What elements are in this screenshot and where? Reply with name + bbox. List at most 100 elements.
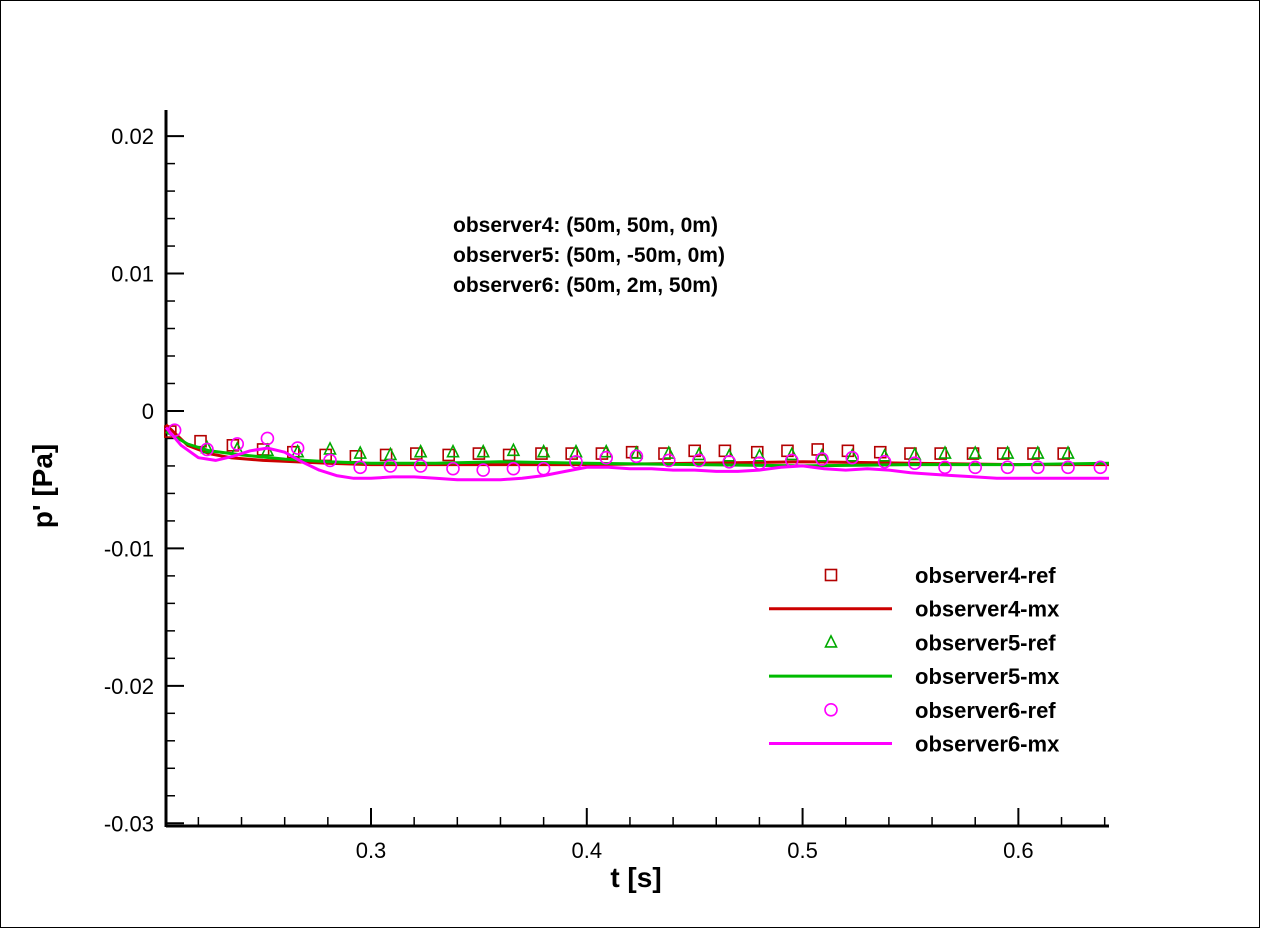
data-point-observer6-ref: [200, 442, 214, 457]
series-layer: [164, 423, 1110, 482]
y-axis-title: p' [Pa]: [27, 444, 58, 528]
data-point-observer5-ref: [845, 448, 860, 462]
data-point-observer6-ref: [230, 437, 245, 451]
plot-area: [164, 110, 1109, 828]
x-tick-label: 0.5: [787, 838, 818, 863]
data-point-observer4-ref: [1057, 447, 1070, 460]
data-point-observer5-ref: [722, 448, 737, 462]
data-point-observer6-ref: [629, 449, 644, 464]
data-point-observer5-ref: [413, 443, 428, 458]
x-ticks: 0.3 0.4 0.5 0.6: [197, 808, 1106, 863]
data-point-observer6-ref: [290, 441, 305, 455]
data-point-observer4-ref: [996, 447, 1010, 460]
data-point-observer6-ref: [938, 460, 952, 475]
data-point-observer6-ref: [260, 431, 275, 446]
legend-label: observer5-ref: [915, 630, 1056, 655]
data-point-observer6-ref: [1061, 460, 1075, 475]
data-point-observer6-ref: [877, 455, 892, 469]
annotation-block: observer4: (50m, 50m, 0m) observer5: (50…: [453, 214, 725, 297]
data-point-observer5-ref: [815, 448, 829, 462]
data-point-observer5-ref: [290, 443, 305, 458]
y-ticks: 0.02 0.01 0 -0.01 -0.02 -0.03: [104, 124, 184, 836]
legend: observer4-ref observer4-mx observer5-ref ob…: [769, 563, 1060, 757]
data-point-observer6-ref: [661, 453, 676, 468]
data-point-observer5-ref: [907, 446, 922, 461]
data-point-observer5-ref: [1061, 445, 1075, 459]
data-point-observer4-ref: [410, 447, 423, 460]
data-point-observer5-ref: [692, 446, 706, 461]
data-point-observer5-ref: [569, 443, 583, 458]
data-point-observer5-ref: [536, 443, 551, 458]
data-point-observer6-ref: [506, 461, 521, 476]
data-point-observer6-ref: [968, 460, 983, 475]
data-point-observer5-ref: [1030, 445, 1045, 459]
legend-label: observer6-mx: [915, 732, 1060, 757]
x-tick-label: 0.6: [1003, 838, 1034, 863]
data-point-observer5-ref: [784, 446, 799, 461]
data-point-observer4-ref: [934, 447, 947, 460]
data-point-observer5-ref: [200, 439, 214, 454]
data-point-observer6-ref: [446, 461, 460, 476]
data-point-observer6-ref: [1000, 460, 1015, 475]
data-point-observer6-ref: [569, 455, 583, 469]
legend-entry-observer4-ref: observer4-ref: [824, 563, 1056, 588]
data-point-observer6-ref: [353, 460, 368, 475]
legend-entry-observer5-ref: observer5-ref: [824, 630, 1056, 655]
y-tick-label: -0.03: [104, 811, 154, 836]
data-point-observer4-ref: [472, 447, 486, 460]
data-point-observer5-ref: [506, 442, 521, 457]
series-observer6-mx: [164, 426, 1109, 482]
legend-label: observer5-mx: [915, 664, 1060, 689]
data-point-observer5-ref: [968, 445, 983, 459]
data-point-observer6-ref: [1093, 460, 1108, 475]
data-point-observer6-ref: [323, 453, 337, 468]
data-point-observer5-ref: [476, 443, 491, 458]
data-point-observer5-ref: [752, 448, 767, 462]
series-observer6-ref: [167, 423, 1108, 477]
data-point-observer4-ref: [442, 448, 455, 462]
data-point-observer5-ref: [877, 448, 892, 462]
y-tick-label: 0.02: [111, 124, 154, 149]
x-axis-title: t [s]: [610, 862, 661, 893]
data-point-observer6-ref: [599, 450, 614, 465]
y-tick-label: -0.02: [104, 674, 154, 699]
data-point-observer5-ref: [1000, 445, 1015, 459]
x-tick-label: 0.3: [356, 838, 387, 863]
data-point-observer5-ref: [353, 445, 368, 459]
data-point-observer5-ref: [599, 443, 614, 458]
data-point-observer6-ref: [815, 452, 829, 466]
data-point-observer5-ref: [629, 445, 644, 459]
data-point-observer6-ref: [413, 459, 428, 473]
data-point-observer6-ref: [383, 459, 398, 473]
y-tick-label: 0: [142, 399, 154, 424]
data-point-observer6-ref: [845, 450, 860, 465]
data-point-observer5-ref: [446, 443, 460, 458]
legend-entry-observer6-ref: observer6-ref: [824, 698, 1056, 723]
data-point-observer4-ref: [595, 447, 609, 460]
legend-entry-observer6-mx: observer6-mx: [769, 732, 1060, 757]
legend-label: observer4-ref: [915, 563, 1056, 588]
legend-entry-observer5-mx: observer5-mx: [769, 664, 1060, 689]
legend-marker-swatch: [824, 634, 838, 648]
data-point-observer4-ref: [1027, 447, 1040, 460]
data-point-observer4-ref: [379, 448, 393, 462]
data-point-observer6-ref: [907, 456, 922, 470]
data-point-observer6-ref: [692, 453, 706, 468]
data-point-observer6-ref: [476, 463, 491, 477]
data-point-observer5-ref: [661, 445, 676, 459]
annotation-observer4: observer4: (50m, 50m, 0m): [453, 214, 718, 237]
legend-marker-swatch: [824, 568, 838, 582]
data-point-observer4-ref: [565, 447, 578, 460]
data-point-observer4-ref: [658, 447, 671, 460]
series-observer5-ref: [200, 439, 1075, 462]
data-point-observer6-ref: [722, 455, 737, 469]
legend-marker-swatch: [824, 702, 838, 717]
data-point-observer6-ref: [1030, 460, 1045, 475]
y-tick-label: -0.01: [104, 536, 154, 561]
legend-label: observer6-ref: [915, 698, 1056, 723]
legend-entry-observer4-mx: observer4-mx: [769, 597, 1060, 622]
y-tick-label: 0.01: [111, 262, 154, 287]
data-point-observer5-ref: [938, 445, 952, 459]
annotation-observer5: observer5: (50m, -50m, 0m): [453, 244, 725, 267]
